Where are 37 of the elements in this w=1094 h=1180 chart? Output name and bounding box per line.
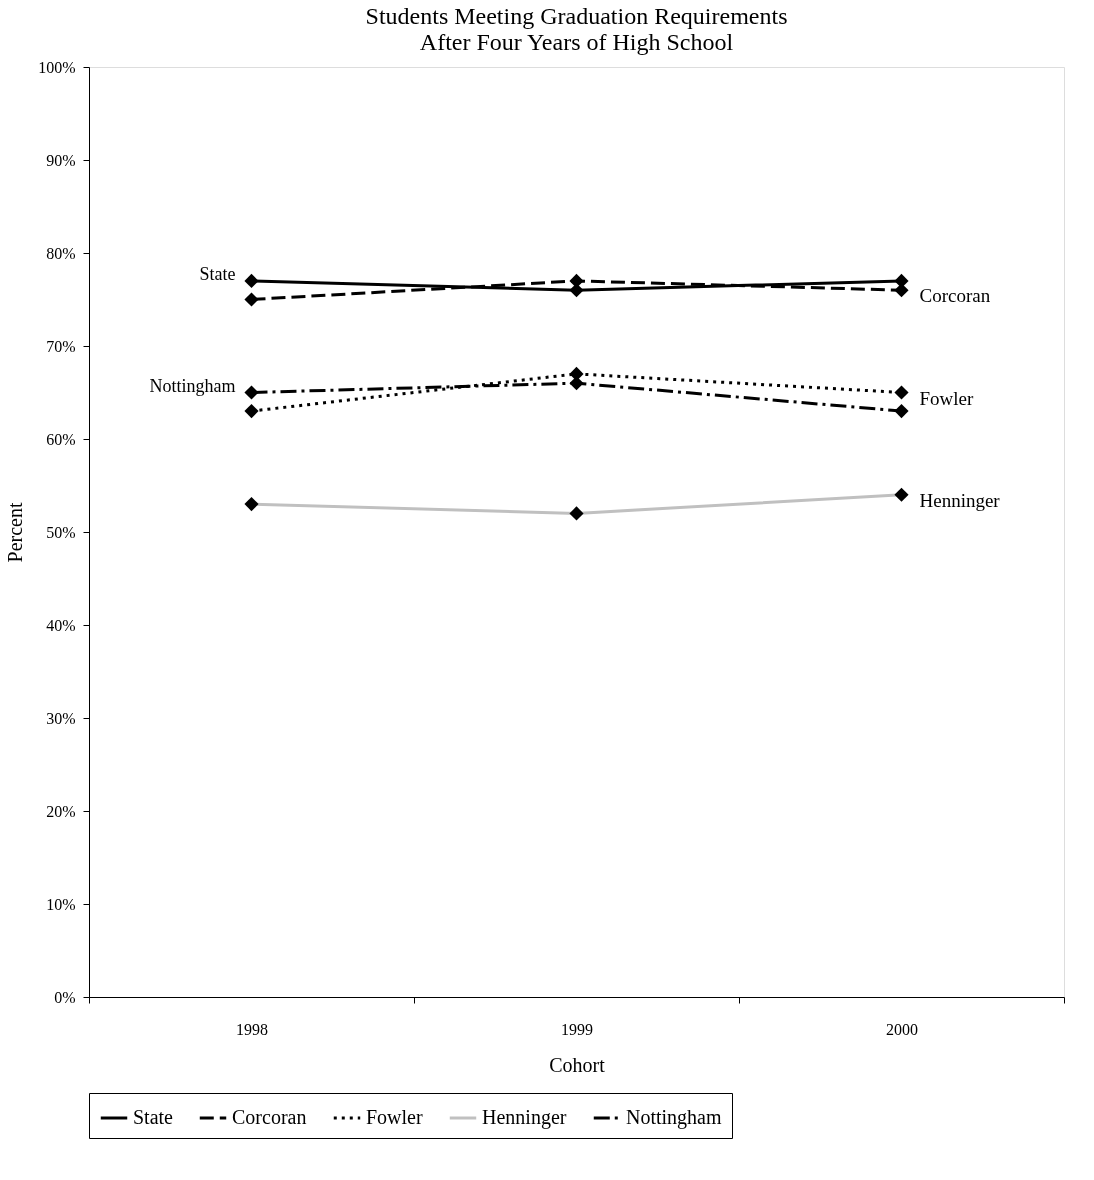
legend-label: Henninger	[482, 1106, 567, 1129]
point	[569, 273, 584, 288]
point	[244, 292, 259, 307]
point	[894, 283, 909, 298]
y-tick-label: 10%	[46, 895, 76, 913]
legend-label: State	[133, 1106, 174, 1128]
point	[894, 404, 909, 419]
x-axis-title: Cohort	[549, 1053, 606, 1076]
y-tick-label: 70%	[46, 337, 76, 355]
annotation: Corcoran	[919, 285, 991, 307]
point	[244, 385, 259, 400]
y-tick-label: 40%	[46, 616, 76, 634]
y-tick-label: 20%	[46, 802, 76, 820]
point	[244, 273, 259, 288]
point	[894, 385, 909, 400]
y-tick-label: 90%	[46, 151, 76, 169]
annotation: Fowler	[919, 387, 974, 409]
y-tick-label: 60%	[46, 430, 76, 448]
legend-label: Nottingham	[626, 1106, 722, 1129]
y-axis-title: Percent	[4, 502, 27, 563]
x-tick-label: 1998	[236, 1020, 268, 1038]
annotation: Nottingham	[149, 375, 236, 396]
legend-label: Corcoran	[232, 1106, 307, 1128]
annotation: Henninger	[919, 489, 1001, 511]
point	[569, 376, 584, 391]
x-tick-label: 1999	[561, 1020, 593, 1038]
point	[244, 404, 259, 419]
legend-label: Fowler	[366, 1106, 423, 1128]
text: After Four Years of High School	[419, 29, 734, 55]
x-tick-label: 2000	[886, 1020, 918, 1038]
y-tick-label: 0%	[54, 988, 76, 1006]
annotation: State	[199, 263, 236, 284]
y-tick-label: 100%	[38, 58, 76, 76]
y-tick-label: 30%	[46, 709, 76, 727]
text: Students Meeting Graduation Requirements	[365, 3, 788, 29]
y-tick-label: 80%	[46, 244, 76, 262]
y-tick-label: 50%	[46, 523, 76, 541]
